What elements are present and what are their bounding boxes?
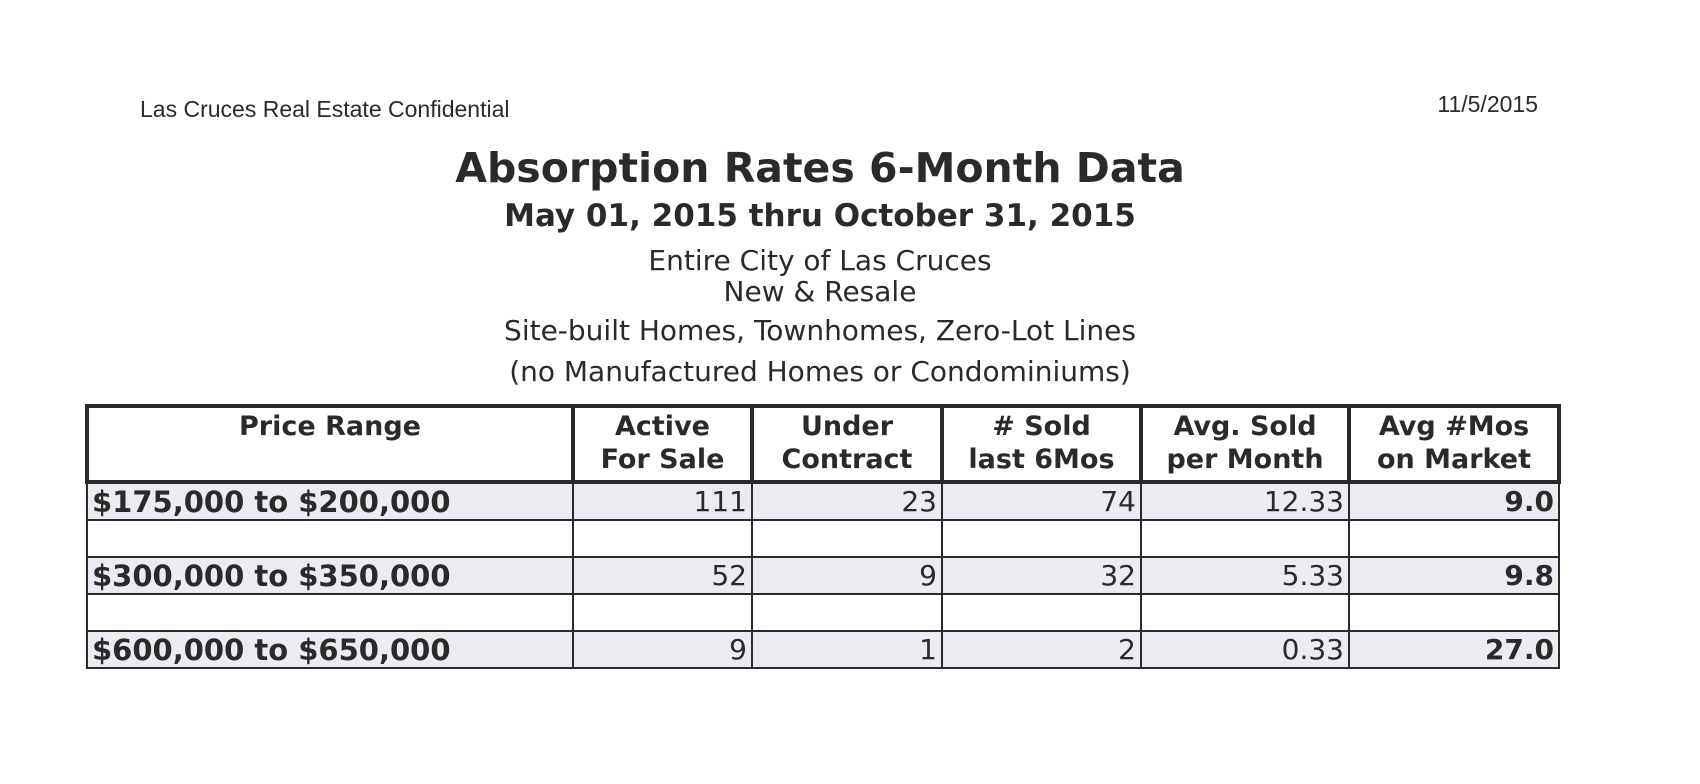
cell: 9.0 xyxy=(1348,481,1560,521)
blank-row xyxy=(86,593,1560,632)
cell: 0.33 xyxy=(1140,630,1350,669)
table-row: $300,000 to $350,000 52 9 32 5.33 9.8 xyxy=(86,556,1560,595)
table-row: $600,000 to $650,000 9 1 2 0.33 27.0 xyxy=(86,630,1560,669)
header-line: Avg. Sold xyxy=(1173,411,1317,442)
description-line: Entire City of Las Cruces xyxy=(648,244,992,277)
blank-cell xyxy=(86,519,574,558)
header-line: on Market xyxy=(1376,444,1532,475)
cell: 9 xyxy=(572,630,753,669)
blank-cell xyxy=(86,593,574,632)
absorption-table: Price Range Active For Sale Under Contract # … xyxy=(85,404,1561,669)
report-date: 11/5/2015 xyxy=(1437,91,1538,117)
cell: 9.8 xyxy=(1348,556,1560,595)
column-header: # Sold last 6Mos xyxy=(940,404,1143,484)
cell: 5.33 xyxy=(1140,556,1350,595)
header-line: Avg #Mos xyxy=(1378,411,1530,442)
header-line: last 6Mos xyxy=(968,444,1115,475)
header-line: Under xyxy=(800,411,894,442)
column-header: Avg. Sold per Month xyxy=(1139,404,1351,484)
description-line: Site-built Homes, Townhomes, Zero-Lot Li… xyxy=(504,314,1136,347)
subtitle: May 01, 2015 thru October 31, 2015 xyxy=(504,198,1136,234)
header-line: Price Range xyxy=(239,411,421,442)
column-header: Active For Sale xyxy=(571,404,754,484)
header-line: Contract xyxy=(781,444,913,475)
blank-row xyxy=(86,519,1560,558)
cell: 32 xyxy=(941,556,1142,595)
description-line: (no Manufactured Homes or Condominiums) xyxy=(509,355,1131,388)
price-range: $600,000 to $650,000 xyxy=(86,630,574,669)
column-header: Under Contract xyxy=(750,404,944,484)
cell: 74 xyxy=(941,481,1142,521)
blank-cell xyxy=(1140,593,1350,632)
blank-cell xyxy=(572,593,753,632)
cell: 52 xyxy=(572,556,753,595)
cell: 12.33 xyxy=(1140,481,1350,521)
cell: 2 xyxy=(941,630,1142,669)
cell: 27.0 xyxy=(1348,630,1560,669)
blank-cell xyxy=(1348,593,1560,632)
source-label: Las Cruces Real Estate Confidential xyxy=(140,96,510,122)
header-line: Active xyxy=(615,411,710,442)
blank-cell xyxy=(751,593,943,632)
blank-cell xyxy=(941,519,1142,558)
price-range: $175,000 to $200,000 xyxy=(86,481,574,521)
blank-cell xyxy=(751,519,943,558)
blank-cell xyxy=(1140,519,1350,558)
column-header: Avg #Mos on Market xyxy=(1347,404,1561,484)
header-line: per Month xyxy=(1166,444,1324,475)
header-line: For Sale xyxy=(600,444,725,475)
cell: 9 xyxy=(751,556,943,595)
header-line: # Sold xyxy=(992,411,1091,442)
title: Absorption Rates 6-Month Data xyxy=(455,144,1185,192)
cell: 111 xyxy=(572,481,753,521)
blank-cell xyxy=(572,519,753,558)
cell: 1 xyxy=(751,630,943,669)
cell: 23 xyxy=(751,481,943,521)
blank-cell xyxy=(941,593,1142,632)
price-range: $300,000 to $350,000 xyxy=(86,556,574,595)
table-row: $175,000 to $200,000 111 23 74 12.33 9.0 xyxy=(86,481,1560,521)
blank-cell xyxy=(1348,519,1560,558)
column-header: Price Range xyxy=(85,404,575,484)
description-line: New & Resale xyxy=(723,275,917,308)
